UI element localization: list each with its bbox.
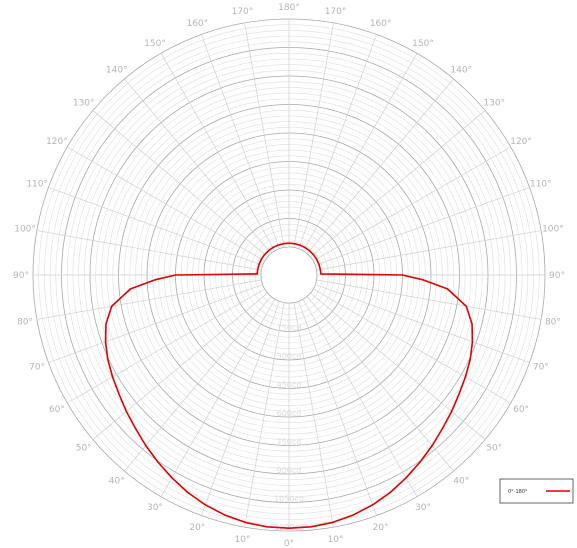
radial-tick-label: 300cd	[277, 352, 302, 361]
grid-spoke	[315, 284, 530, 363]
angle-tick-label: 100°	[14, 224, 36, 234]
grid-spoke	[244, 302, 285, 528]
angle-tick-label: 140°	[106, 66, 128, 76]
legend: 0°-180°	[499, 478, 574, 504]
grid-spoke	[48, 187, 263, 266]
grid-spoke	[67, 146, 265, 262]
angle-tick-label: 0°	[284, 539, 294, 548]
grid-spoke	[310, 292, 486, 440]
angle-tick-label: 150°	[144, 39, 166, 49]
grid-spoke	[201, 34, 280, 249]
angle-tick-label: 80°	[545, 318, 561, 328]
angle-tick-label: 70°	[29, 363, 45, 373]
grid-spoke	[92, 110, 268, 258]
grid-spoke	[298, 301, 377, 516]
grid-spoke	[293, 302, 334, 528]
angle-tick-label: 10°	[328, 535, 344, 545]
angle-tick-label: 50°	[486, 443, 502, 453]
angle-tick-label: 170°	[232, 7, 254, 17]
angle-tick-label: 90°	[13, 271, 29, 281]
grid-spoke	[310, 110, 486, 258]
angle-tick-label: 60°	[49, 405, 65, 415]
angle-tick-label: 110°	[26, 179, 48, 189]
angle-tick-label: 100°	[542, 224, 564, 234]
radial-tick-label: 600cd	[277, 409, 302, 418]
series-line	[104, 242, 474, 529]
grid-spoke	[313, 146, 511, 262]
grid-spoke	[160, 299, 276, 497]
angle-tick-label: 130°	[483, 99, 505, 109]
angle-tick-label: 180°	[278, 3, 300, 13]
grid-circle-minor	[249, 235, 329, 315]
angle-tick-label: 80°	[17, 318, 33, 328]
legend-series-label: 0°-180°	[508, 489, 528, 495]
grid-spoke	[36, 230, 262, 271]
grid-spoke	[306, 78, 454, 254]
angle-tick-label: 30°	[147, 503, 163, 513]
grid-spoke	[313, 288, 511, 404]
grid-spoke	[298, 34, 377, 249]
grid-spoke	[293, 22, 334, 248]
angle-tick-label: 90°	[549, 271, 565, 281]
radial-tick-label: 150cd	[277, 324, 302, 333]
grid-spoke	[315, 187, 530, 266]
angle-tick-label: 140°	[450, 66, 472, 76]
angle-tick-label: 20°	[373, 523, 389, 533]
angle-tick-label: 10°	[234, 535, 250, 545]
grid-inner-circle	[260, 246, 318, 304]
angle-tick-label: 70°	[533, 363, 549, 373]
angle-tick-label: 130°	[73, 99, 95, 109]
grid-spoke	[67, 288, 265, 404]
angle-tick-label: 20°	[189, 523, 205, 533]
angle-tick-label: 150°	[412, 39, 434, 49]
angle-tick-label: 170°	[325, 7, 347, 17]
angle-tick-label: 110°	[530, 179, 552, 189]
angle-tick-label: 120°	[510, 137, 532, 147]
polar-grid	[32, 18, 546, 532]
grid-spoke	[124, 296, 272, 472]
angle-tick-label: 40°	[109, 476, 125, 486]
grid-spoke	[302, 53, 418, 251]
radial-tick-label: 450cd	[277, 381, 302, 390]
series-layer	[104, 242, 474, 529]
radial-tick-label: 1050cd	[274, 495, 304, 504]
grid-spoke	[124, 78, 272, 254]
angle-tick-label: 160°	[186, 19, 208, 29]
grid-spoke	[201, 301, 280, 516]
grid-spoke	[302, 299, 418, 497]
grid-spoke	[160, 53, 276, 251]
grid-spoke	[316, 279, 542, 320]
angle-tick-label: 50°	[76, 443, 92, 453]
radial-tick-label: 750cd	[277, 438, 302, 447]
grid-spoke	[244, 22, 285, 248]
angle-labels: 0° 10° 20° 30° 40° 50° 60° 70° 80° 90° 100° 110° 120…	[13, 3, 565, 548]
grid-spoke	[36, 279, 262, 320]
angle-tick-label: 120°	[46, 137, 68, 147]
angle-tick-label: 40°	[453, 476, 469, 486]
grid-spoke	[48, 284, 263, 363]
grid-spoke	[92, 292, 268, 440]
grid-circle-minor	[255, 241, 324, 310]
angle-tick-label: 160°	[370, 19, 392, 29]
grid-spoke	[306, 296, 454, 472]
angle-tick-label: 30°	[415, 503, 431, 513]
angle-tick-label: 60°	[513, 405, 529, 415]
grid-spoke	[316, 230, 542, 271]
radial-tick-label: 900cd	[277, 466, 302, 475]
